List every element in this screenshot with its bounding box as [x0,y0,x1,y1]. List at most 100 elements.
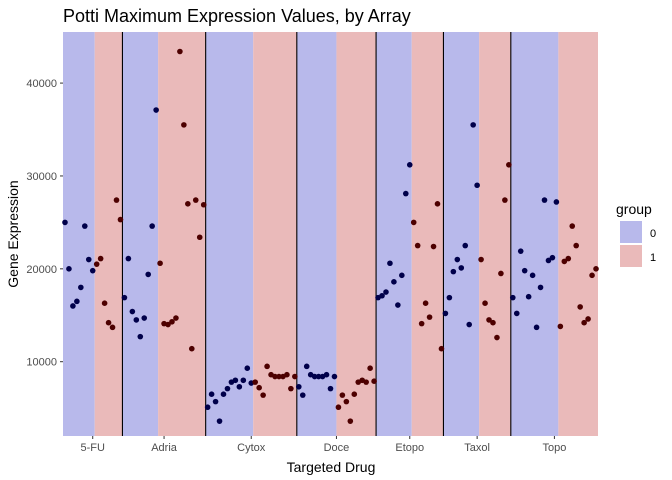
point-Doce-group1 [363,379,369,385]
point-Doce-group0 [299,392,306,398]
point-Etopo-group1 [414,242,421,249]
y-tick-label: 10000 [26,357,57,369]
point-Adria-group0 [149,223,155,229]
legend: group 0 1 [616,201,656,267]
point-Taxol-group1 [490,319,496,326]
point-Taxol-group0 [446,294,453,301]
band-Taxol-group1 [479,32,511,436]
point-Cytox-group0 [240,377,247,384]
point-Etopo-group0 [406,162,413,168]
point-Etopo-group0 [379,292,385,299]
point-Topo-group1 [569,223,576,229]
point-Adria-group1 [165,321,171,328]
point-Adria-group0 [137,333,144,340]
legend-title: group [616,201,652,217]
point-Taxol-group0 [450,268,457,275]
band-Etopo-group1 [411,32,444,436]
point-Etopo-group1 [434,201,441,207]
band-Etopo-group0 [376,32,412,436]
point-Etopo-group1 [438,345,445,352]
point-Adria-group1 [200,201,207,208]
point-5-FU-group0 [66,266,72,272]
point-Topo-group1 [593,266,599,272]
point-Topo-group0 [537,284,544,291]
point-Topo-group1 [589,272,595,279]
y-tick-label: 40000 [26,78,57,90]
point-Adria-group1 [192,197,199,203]
x-axis: 5-FU Adria Cytox Doce Etopo Taxol Topo [80,436,566,454]
point-Topo-group1 [577,304,583,310]
point-Cytox-group0 [232,377,239,384]
point-Topo-group0 [517,248,524,254]
point-5-FU-group0 [78,284,84,291]
point-5-FU-group1 [109,324,116,331]
band-Cytox-group0 [205,32,254,436]
point-Cytox-group1 [272,373,278,380]
drug-separators [121,32,512,436]
chart-title: Potti Maximum Expression Values, by Arra… [63,6,411,26]
x-tick-label: Cytox [237,442,266,454]
point-Cytox-group1 [256,384,262,391]
x-tick-label: Doce [324,442,350,454]
band-Taxol-group0 [443,32,480,436]
point-Etopo-group1 [426,314,433,320]
point-Cytox-group0 [236,383,243,390]
point-Doce-group0 [327,385,334,392]
point-Topo-group1 [573,242,580,249]
point-Adria-group1 [188,345,195,352]
point-5-FU-group1 [113,197,120,203]
point-Etopo-group0 [391,279,397,285]
point-Cytox-group0 [224,385,231,392]
point-5-FU-group1 [117,216,124,223]
point-Doce-group1 [371,378,377,385]
point-Doce-group0 [323,371,330,378]
y-axis: 10000 20000 30000 40000 [26,78,63,369]
point-Doce-group0 [303,363,310,370]
point-Cytox-group1 [276,373,282,380]
band-Doce-group1 [336,32,377,436]
point-Taxol-group0 [474,182,480,189]
point-Adria-group1 [181,122,187,128]
point-Etopo-group1 [410,219,417,226]
x-axis-label: Targeted Drug [287,459,376,475]
point-Topo-group1 [585,316,591,322]
point-5-FU-group0 [85,256,92,263]
point-Cytox-group0 [244,365,251,372]
point-Etopo-group0 [399,272,405,279]
legend-swatch-group1 [620,245,642,267]
legend-label-group0: 0 [650,228,656,240]
y-tick-label: 30000 [26,171,57,183]
point-Doce-group0 [331,373,338,380]
legend-swatch-group0 [620,221,642,243]
point-Adria-group0 [145,271,152,278]
data-points [62,48,599,424]
point-Topo-group0 [509,294,516,301]
point-Cytox-group0 [216,418,223,424]
point-Doce-group0 [315,373,322,380]
point-Doce-group1 [335,404,342,411]
band-5-FU-group1 [94,32,123,436]
point-Topo-group1 [565,255,572,262]
point-Adria-group1 [169,318,175,325]
point-Taxol-group1 [486,317,492,323]
legend-label-group1: 1 [650,252,656,264]
point-Taxol-group1 [482,300,488,306]
point-Cytox-group0 [204,404,211,411]
point-5-FU-group1 [101,300,108,306]
point-Adria-group0 [153,107,159,113]
point-Topo-group0 [549,254,556,261]
point-Cytox-group1 [264,363,270,370]
point-Doce-group0 [311,373,318,380]
point-Taxol-group0 [462,242,469,249]
y-tick-label: 20000 [26,264,57,276]
point-Etopo-group1 [422,300,429,306]
point-Topo-group1 [561,258,568,265]
point-5-FU-group0 [74,298,80,305]
point-Adria-group1 [173,315,179,321]
point-Adria-group1 [185,201,191,207]
point-Etopo-group0 [383,289,389,295]
point-Taxol-group1 [494,334,500,341]
point-Cytox-group1 [252,379,259,385]
point-Etopo-group0 [387,260,393,267]
